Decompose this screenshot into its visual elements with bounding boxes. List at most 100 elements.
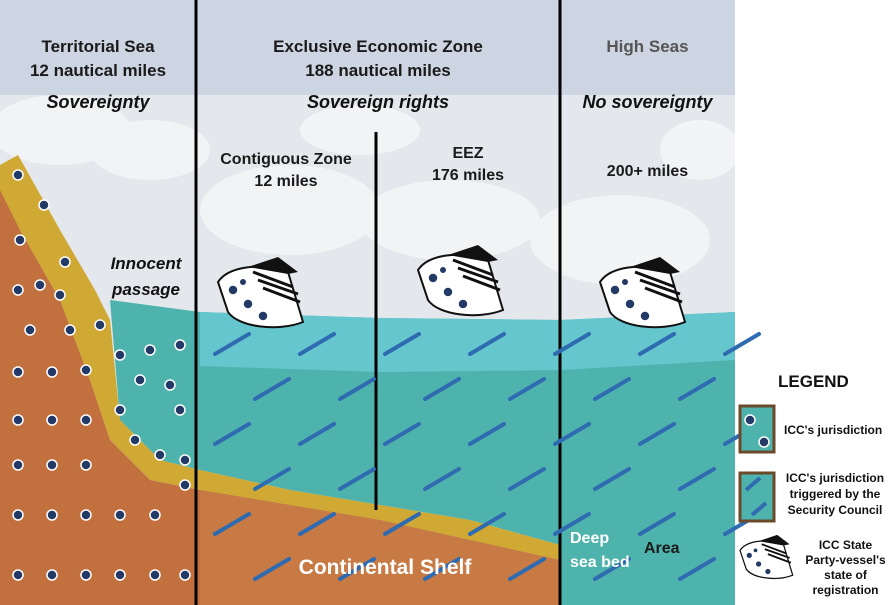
sc-dash: [298, 422, 336, 446]
sc-dash: [213, 332, 251, 356]
legend-item-2-line1: ICC's jurisdiction: [785, 471, 885, 485]
icc-jurisdiction-dots: [12, 169, 191, 581]
high-seas-extent: 200+ miles: [606, 163, 689, 180]
icc-dot: [80, 509, 92, 521]
icc-dot: [154, 449, 166, 461]
icc-dot: [114, 509, 126, 521]
icc-dot: [34, 279, 46, 291]
sc-dash: [638, 512, 676, 536]
icc-dot: [12, 169, 24, 181]
high-seas-title: High Seas: [606, 37, 689, 56]
legend-item-2-line3: Security Council: [787, 503, 883, 517]
icc-dot: [46, 414, 58, 426]
continental-shelf-label: Continental Shelf: [298, 556, 472, 579]
icc-dot: [174, 404, 186, 416]
ship-icon: [416, 245, 505, 317]
ships: [216, 245, 687, 329]
sc-dash: [638, 422, 676, 446]
sc-dash: [723, 332, 761, 356]
icc-dot: [64, 324, 76, 336]
sc-dash: [508, 467, 546, 491]
icc-dot: [46, 459, 58, 471]
icc-dot: [129, 434, 141, 446]
legend-title: LEGEND: [778, 372, 849, 391]
sc-dash: [593, 557, 631, 581]
icc-dot: [59, 256, 71, 268]
legend-item-1-line1: ICC's jurisdiction: [784, 423, 883, 437]
icc-dot: [12, 459, 24, 471]
sc-dash: [553, 332, 591, 356]
sc-dash: [338, 377, 376, 401]
icc-dot: [24, 324, 36, 336]
high-seas-status: No sovereignty: [582, 92, 713, 112]
sc-dash: [338, 467, 376, 491]
sc-dash: [553, 512, 591, 536]
deep-sea-bed-line2: sea bed: [570, 554, 630, 571]
icc-dot: [164, 379, 176, 391]
sea-surface-light: [200, 312, 735, 372]
sc-dash: [253, 467, 291, 491]
sc-dash: [553, 422, 591, 446]
icc-dot: [144, 344, 156, 356]
innocent-passage-line2: passage: [111, 280, 181, 299]
icc-dot: [12, 414, 24, 426]
legend-item-2-line2: triggered by the: [789, 487, 881, 501]
sc-dash: [678, 467, 716, 491]
sky-band: [0, 0, 735, 95]
sc-dash: [383, 332, 421, 356]
icc-dot: [12, 569, 24, 581]
icc-dot: [46, 366, 58, 378]
sc-dash: [383, 422, 421, 446]
icc-dot: [149, 569, 161, 581]
territorial-sea-extent: 12 nautical miles: [29, 61, 167, 80]
icc-dot: [46, 569, 58, 581]
icc-dot: [80, 364, 92, 376]
icc-dot: [46, 509, 58, 521]
territorial-sea-title: Territorial Sea: [41, 37, 155, 56]
eez-inner-extent: 176 miles: [431, 167, 505, 184]
sc-dash: [298, 512, 336, 536]
deep-sea-bed-line1: Deep: [570, 530, 610, 547]
icc-dot: [174, 339, 186, 351]
icc-dot: [114, 349, 126, 361]
legend-item-3-line4: registration: [812, 583, 879, 597]
sc-dash: [638, 332, 676, 356]
sc-dash: [213, 422, 251, 446]
clouds: [0, 95, 740, 285]
icc-dot: [80, 569, 92, 581]
sc-dash: [508, 557, 546, 581]
icc-dot: [94, 319, 106, 331]
sc-dash: [593, 467, 631, 491]
sc-dash: [468, 422, 506, 446]
sc-dash: [383, 512, 421, 536]
sc-dash: [298, 332, 336, 356]
eez-inner-title: EEZ: [452, 145, 484, 162]
icc-dot: [14, 234, 26, 246]
ship-icon: [739, 534, 794, 580]
sc-dash: [253, 557, 291, 581]
continental-shelf: [200, 490, 560, 605]
ship-icon: [216, 257, 305, 329]
icc-dot: [12, 284, 24, 296]
sc-dash: [593, 377, 631, 401]
eez-title: Exclusive Economic Zone: [273, 37, 483, 56]
sc-dash: [468, 512, 506, 536]
icc-dot: [54, 289, 66, 301]
legend-item-3-line2: Party-vessel's: [805, 553, 886, 567]
land-mass: [0, 190, 560, 605]
icc-dot: [134, 374, 146, 386]
icc-dot: [179, 479, 191, 491]
innocent-passage-line1: Innocent: [110, 254, 182, 273]
contiguous-zone-title: Contiguous Zone: [220, 151, 352, 168]
legend-item-3-line3: state of: [824, 568, 867, 582]
sc-dash: [508, 377, 546, 401]
legend-dot-box: [738, 404, 776, 454]
sc-dash: [423, 467, 461, 491]
icc-dot: [179, 454, 191, 466]
sea-water: [110, 300, 735, 605]
icc-dot: [80, 459, 92, 471]
legend-ship-icon: [739, 534, 794, 580]
ship-icon: [598, 257, 687, 329]
icc-dot: [114, 569, 126, 581]
